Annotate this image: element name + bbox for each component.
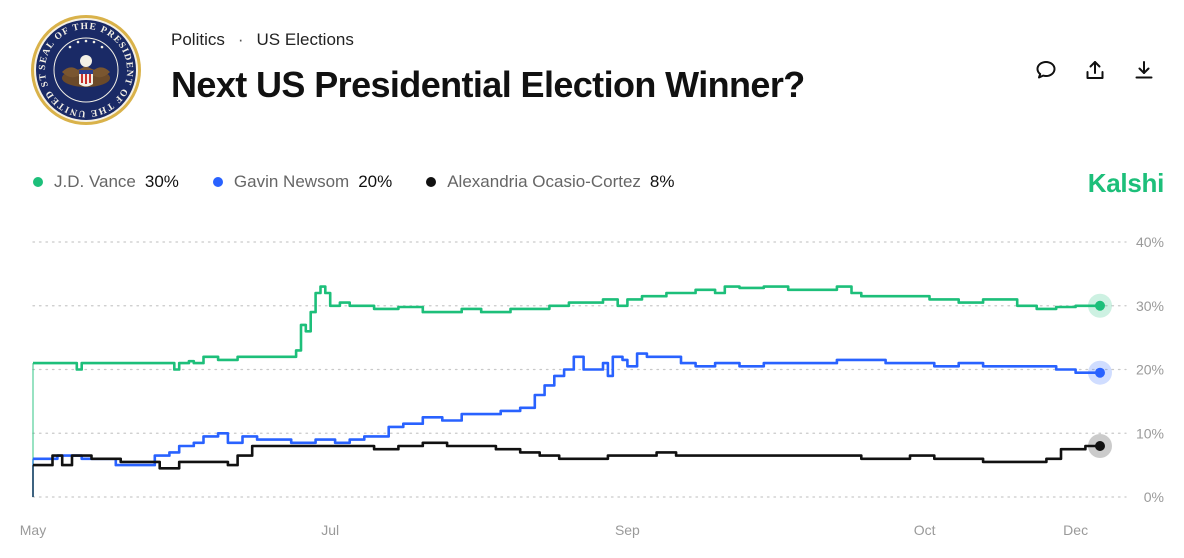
legend-pct: 30% bbox=[144, 172, 179, 191]
series-end-marker-1 bbox=[1095, 367, 1105, 378]
breadcrumb: Politics · US Elections bbox=[171, 30, 354, 50]
action-toolbar bbox=[1034, 58, 1156, 82]
y-tick-label: 20% bbox=[1136, 362, 1164, 378]
legend-item-ocasio-cortez[interactable]: Alexandria Ocasio-Cortez 8% bbox=[426, 172, 675, 192]
legend-name: Alexandria Ocasio-Cortez bbox=[447, 172, 641, 191]
legend-item-newsom[interactable]: Gavin Newsom 20% bbox=[212, 172, 393, 192]
legend-item-vance[interactable]: J.D. Vance 30% bbox=[33, 172, 179, 192]
legend-pct: 8% bbox=[649, 172, 675, 191]
x-tick-label: Oct bbox=[914, 522, 936, 538]
y-tick-label: 0% bbox=[1144, 489, 1164, 505]
breadcrumb-subcategory[interactable]: US Elections bbox=[256, 30, 354, 49]
comment-icon[interactable] bbox=[1034, 58, 1058, 82]
y-tick-label: 30% bbox=[1136, 298, 1164, 314]
legend-name: Gavin Newsom bbox=[233, 172, 350, 191]
series-end-marker-0 bbox=[1095, 300, 1105, 311]
share-icon[interactable] bbox=[1083, 58, 1107, 82]
x-tick-label: May bbox=[20, 522, 46, 538]
series-line-2 bbox=[33, 441, 1100, 470]
legend-name: J.D. Vance bbox=[54, 172, 136, 191]
download-icon[interactable] bbox=[1132, 58, 1156, 82]
y-tick-label: 40% bbox=[1136, 234, 1164, 250]
y-tick-label: 10% bbox=[1136, 425, 1164, 441]
legend-pct: 20% bbox=[358, 172, 393, 191]
series-end-marker-2 bbox=[1095, 441, 1105, 451]
kalshi-logo: Kalshi bbox=[1087, 168, 1165, 198]
series-line-1 bbox=[33, 352, 1100, 467]
legend-dot-ocasio-cortez bbox=[426, 177, 437, 187]
chart-legend: J.D. Vance 30% Gavin Newsom 20% Alexandr… bbox=[33, 172, 709, 192]
legend-dot-newsom bbox=[212, 177, 223, 187]
legend-dot-vance bbox=[33, 177, 43, 187]
x-tick-label: Dec bbox=[1063, 522, 1088, 538]
x-tick-label: Sep bbox=[615, 522, 640, 538]
page-title: Next US Presidential Election Winner? bbox=[171, 64, 805, 105]
breadcrumb-category[interactable]: Politics bbox=[171, 30, 225, 49]
series-line-0 bbox=[33, 285, 1100, 371]
x-tick-label: Jul bbox=[321, 522, 339, 538]
breadcrumb-separator: · bbox=[237, 30, 244, 49]
presidential-seal-logo: SEAL OF THE PRESIDENT OF THE UNITED STAT… bbox=[30, 14, 141, 125]
